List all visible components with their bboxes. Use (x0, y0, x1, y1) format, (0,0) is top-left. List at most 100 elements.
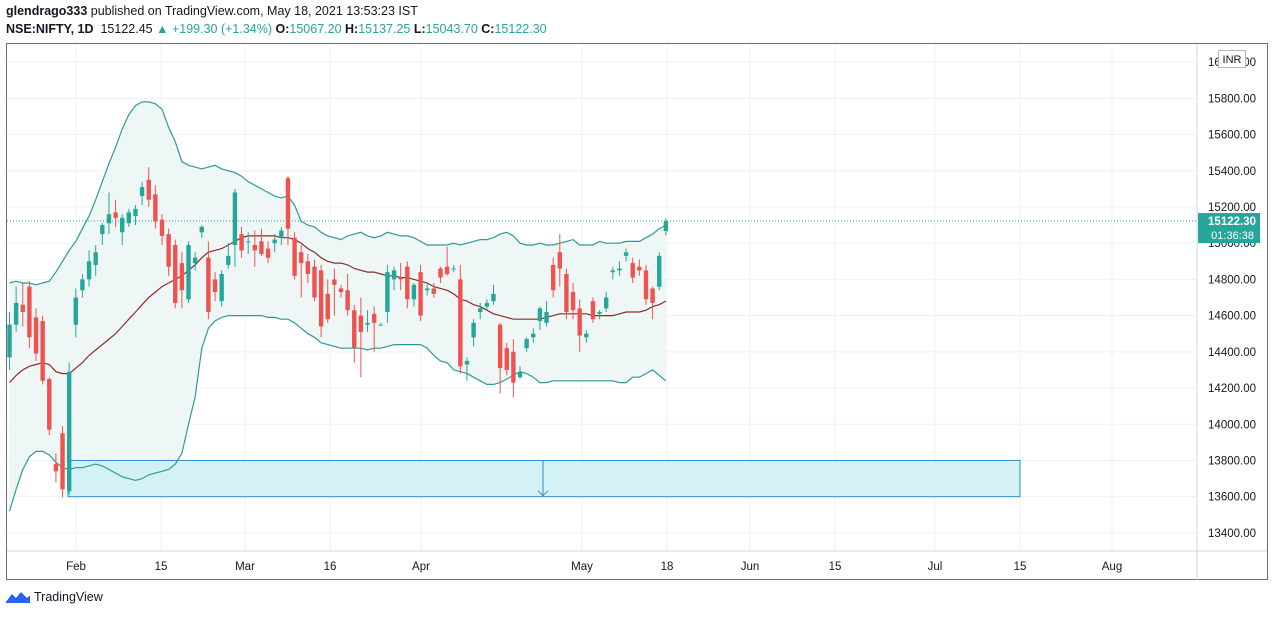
candle-body (398, 277, 403, 280)
x-tick-label: 15 (829, 561, 842, 573)
tradingview-logo-icon (6, 592, 30, 604)
candle-body (584, 333, 589, 338)
change-value: ▲ +199.30 (+1.34%) (156, 22, 273, 36)
open-label: O: (275, 22, 290, 36)
candle-body (590, 301, 596, 320)
candle (637, 259, 642, 276)
high-label: H: (345, 22, 359, 36)
y-tick-label: 15400.00 (1208, 166, 1256, 178)
candle-body (279, 230, 284, 238)
candle (464, 357, 470, 381)
y-tick-label: 13400.00 (1208, 528, 1256, 540)
candle-body (630, 263, 635, 278)
candle (537, 306, 543, 331)
candle-body (259, 241, 264, 255)
candle-body (378, 324, 383, 326)
candle (484, 299, 490, 311)
candle-body (577, 308, 582, 336)
candle-body (484, 302, 490, 307)
candle (133, 205, 138, 226)
candle-body (299, 252, 304, 264)
candle (398, 263, 403, 291)
last-price: 15122.45 (100, 22, 153, 36)
candle-body (206, 257, 211, 312)
candle-body (166, 234, 171, 267)
candle-body (66, 371, 72, 492)
publish-info: published on TradingView.com, May 18, 20… (90, 4, 418, 18)
currency-label[interactable]: INR (1218, 50, 1246, 68)
candle (272, 234, 277, 253)
candle (318, 264, 324, 338)
candle-body (391, 270, 397, 280)
candle-body (212, 279, 218, 293)
candle (139, 181, 145, 206)
candle-body (557, 252, 562, 269)
candle-body (245, 241, 251, 243)
candle-body (424, 288, 430, 291)
candle-body (239, 234, 244, 251)
y-tick-label: 14600.00 (1208, 311, 1256, 323)
candle-body (524, 339, 529, 349)
candle (657, 252, 662, 291)
candle (504, 342, 509, 376)
candle-body (126, 212, 132, 224)
candle-body (338, 288, 344, 293)
candle-body (318, 270, 324, 327)
candle (206, 241, 211, 320)
x-tick-label: 15 (155, 561, 168, 573)
chart-frame[interactable] (6, 43, 1268, 580)
candle-body (478, 308, 483, 312)
candle (371, 306, 377, 352)
candle (40, 315, 45, 385)
candle-body (192, 257, 198, 264)
candle (478, 302, 483, 320)
candle-body (226, 255, 231, 265)
candle-body (219, 273, 224, 302)
candle-body (27, 286, 32, 338)
x-tick-label: Aug (1102, 561, 1122, 573)
candle-body (604, 297, 609, 309)
candle (73, 288, 78, 338)
x-tick-label: Jul (928, 561, 943, 573)
candle-body (438, 268, 443, 278)
candle-body (517, 371, 523, 378)
tradingview-footer[interactable]: TradingView (6, 590, 103, 604)
candle-body (305, 261, 311, 274)
bollinger-upper-line (9, 101, 667, 286)
last-price-tag: 15122.30 01:36:38 (1198, 213, 1260, 244)
candle (113, 199, 118, 227)
candle (643, 264, 649, 305)
candle-body (418, 272, 423, 316)
candle (239, 226, 244, 258)
candle (7, 311, 12, 370)
candle-body (13, 302, 19, 325)
candle-body (312, 266, 317, 298)
y-tick-label: 14400.00 (1208, 347, 1256, 359)
candle (312, 259, 317, 302)
candle (511, 339, 516, 398)
candle (577, 299, 582, 352)
author-name[interactable]: glendrago333 (6, 4, 88, 18)
candle-body (371, 313, 377, 323)
candle-body (451, 268, 456, 270)
candle-body (345, 290, 350, 311)
candle (352, 304, 357, 363)
candle (391, 266, 397, 291)
candle (424, 283, 430, 296)
candle-body (537, 308, 543, 322)
candle (66, 362, 72, 495)
candle-body (610, 270, 616, 273)
candle-body (663, 221, 669, 232)
y-tick-label: 13800.00 (1208, 455, 1256, 467)
candle (378, 322, 383, 326)
candle-body (199, 226, 204, 233)
candle (345, 273, 350, 316)
candle (610, 266, 616, 280)
candle (93, 244, 98, 276)
candle (259, 228, 264, 256)
candle-body (20, 304, 25, 312)
candle (623, 248, 629, 262)
candle-body (272, 239, 277, 244)
y-tick-label: 13600.00 (1208, 492, 1256, 504)
